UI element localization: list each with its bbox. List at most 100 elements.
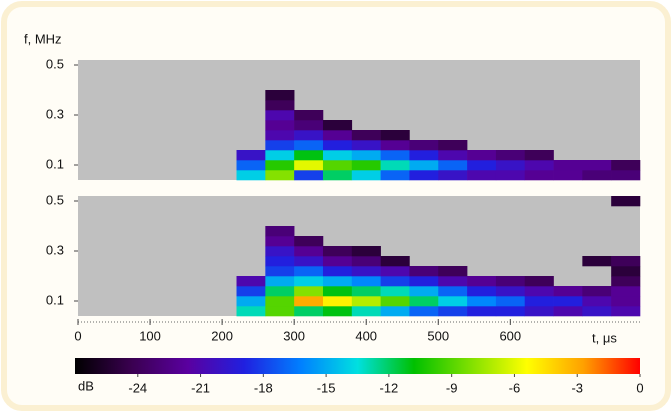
heat-cell bbox=[409, 296, 439, 307]
heat-cell bbox=[294, 236, 324, 247]
heat-cell bbox=[322, 170, 353, 181]
heat-cell bbox=[265, 120, 295, 131]
heat-cell bbox=[322, 266, 353, 277]
heat-cell bbox=[553, 160, 583, 171]
heat-cell bbox=[322, 120, 353, 131]
colorbar-tick-label: -3 bbox=[571, 380, 583, 395]
x-tick-label: 400 bbox=[355, 328, 377, 343]
colorbar-tick-label: -15 bbox=[317, 380, 336, 395]
heat-cell bbox=[438, 276, 468, 287]
heat-cell bbox=[611, 306, 641, 317]
heat-cell bbox=[294, 286, 324, 297]
colorbar-tick-label: -21 bbox=[191, 380, 210, 395]
heat-cell bbox=[351, 130, 381, 141]
heat-cell bbox=[265, 100, 295, 111]
heat-cell bbox=[611, 170, 641, 181]
heat-cell bbox=[265, 296, 295, 307]
heat-cell bbox=[351, 296, 381, 307]
heat-cell bbox=[236, 150, 266, 161]
heat-cell bbox=[351, 276, 381, 287]
colorbar-tick-label: -6 bbox=[509, 380, 521, 395]
heat-cell bbox=[524, 306, 554, 317]
heat-cell bbox=[582, 170, 612, 181]
y-tick-label: 0.3 bbox=[46, 242, 64, 257]
heat-cell bbox=[236, 276, 266, 287]
heat-cell bbox=[322, 296, 353, 307]
heat-cell bbox=[495, 170, 526, 181]
colorbar-tick-label: -9 bbox=[446, 380, 458, 395]
colorbar-tick-label: 0 bbox=[636, 380, 643, 395]
heat-cell bbox=[351, 246, 381, 257]
heat-cell bbox=[294, 140, 324, 151]
y-tick-label: 0.1 bbox=[46, 292, 64, 307]
heat-cell bbox=[611, 196, 641, 207]
heat-cell bbox=[265, 276, 295, 287]
heat-cell bbox=[322, 276, 353, 287]
heat-cell bbox=[524, 170, 554, 181]
heat-cell bbox=[322, 130, 353, 141]
heat-cell bbox=[265, 246, 295, 257]
heat-cell bbox=[409, 140, 439, 151]
heat-cell bbox=[351, 170, 381, 181]
y-tick-label: 0.1 bbox=[46, 156, 64, 171]
heat-cell bbox=[294, 306, 324, 317]
heat-cell bbox=[380, 276, 410, 287]
colorbar-tick-label: -18 bbox=[254, 380, 273, 395]
heat-cell bbox=[582, 160, 612, 171]
heat-cell bbox=[380, 286, 410, 297]
heat-cell bbox=[380, 150, 410, 161]
heat-cell bbox=[265, 266, 295, 277]
heat-cell bbox=[236, 286, 266, 297]
colorbar-tick-label: -24 bbox=[128, 380, 147, 395]
heat-cell bbox=[265, 130, 295, 141]
heat-cell bbox=[380, 266, 410, 277]
heat-cell bbox=[294, 150, 324, 161]
heat-cell bbox=[611, 256, 641, 267]
heat-cell bbox=[495, 276, 526, 287]
heat-cell bbox=[294, 170, 324, 181]
heat-cell bbox=[351, 306, 381, 317]
heat-cell bbox=[524, 296, 554, 307]
heat-cell bbox=[467, 276, 497, 287]
heat-cell bbox=[611, 160, 641, 171]
y-tick-label: 0.3 bbox=[46, 106, 64, 121]
heat-cell bbox=[438, 150, 468, 161]
y-tick-label: 0.5 bbox=[46, 56, 64, 71]
heat-cell bbox=[553, 296, 583, 307]
heat-cell bbox=[409, 150, 439, 161]
x-tick-label: 600 bbox=[499, 328, 521, 343]
heat-cell bbox=[553, 286, 583, 297]
heat-cell bbox=[294, 130, 324, 141]
heat-cell bbox=[265, 140, 295, 151]
heat-cell bbox=[380, 306, 410, 317]
heat-cell bbox=[322, 246, 353, 257]
heat-cell bbox=[438, 286, 468, 297]
heat-cell bbox=[524, 276, 554, 287]
x-axis-label: t, μs bbox=[592, 330, 617, 345]
heat-cell bbox=[322, 140, 353, 151]
heat-cell bbox=[524, 286, 554, 297]
heat-cell bbox=[294, 246, 324, 257]
heat-cell bbox=[294, 160, 324, 171]
heat-cell bbox=[351, 266, 381, 277]
heat-cell bbox=[582, 306, 612, 317]
heat-cell bbox=[467, 306, 497, 317]
heat-cell bbox=[438, 170, 468, 181]
heat-cell bbox=[524, 150, 554, 161]
heat-cell bbox=[294, 110, 324, 121]
heat-cell bbox=[611, 276, 641, 287]
y-tick-label: 0.5 bbox=[46, 192, 64, 207]
heat-cell bbox=[467, 160, 497, 171]
heat-cell bbox=[322, 150, 353, 161]
heat-cell bbox=[265, 160, 295, 171]
heat-cell bbox=[553, 306, 583, 317]
heat-cell bbox=[351, 160, 381, 171]
heat-cell bbox=[380, 140, 410, 151]
y-axis-label: f, MHz bbox=[24, 31, 62, 46]
heat-cell bbox=[322, 256, 353, 267]
x-tick-label: 0 bbox=[74, 328, 81, 343]
heat-cell bbox=[467, 170, 497, 181]
heat-cell bbox=[294, 266, 324, 277]
heat-cell bbox=[265, 306, 295, 317]
